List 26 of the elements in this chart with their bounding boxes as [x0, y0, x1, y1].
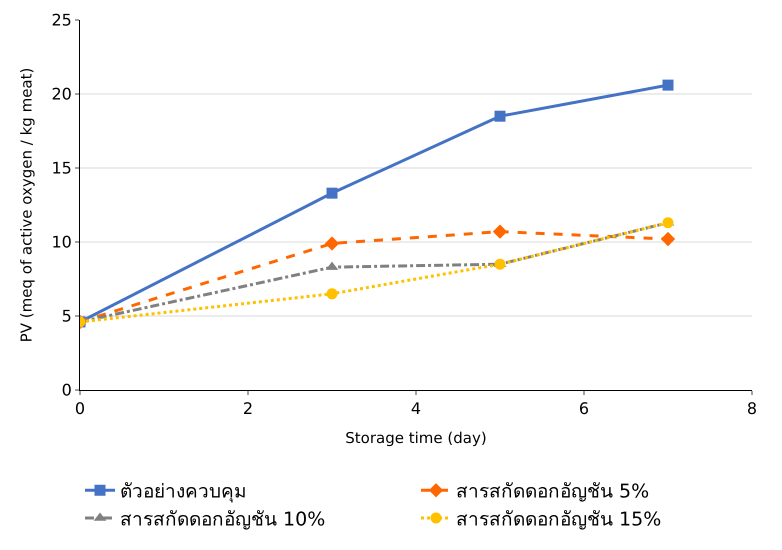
point	[326, 188, 338, 199]
x-tick-label: 4	[410, 399, 422, 418]
y-tick-label: 15	[51, 158, 72, 178]
legend-label: สารสกัดดอกอัญชัน 10%	[120, 508, 326, 530]
y-tick-label: 25	[51, 10, 72, 30]
point	[662, 217, 674, 228]
legend-label: สารสกัดดอกอัญชัน 5%	[456, 480, 650, 503]
point	[494, 110, 506, 122]
y-tick-label: 0	[62, 380, 72, 400]
point	[662, 80, 674, 91]
point	[492, 224, 508, 239]
legend-label: ตัวอย่างควบคุม	[120, 480, 247, 504]
y-tick-label: 20	[51, 84, 72, 104]
x-tick-label: 6	[578, 399, 590, 418]
point	[660, 232, 676, 246]
legend-label: สารสกัดดอกอัญชัน 15%	[456, 508, 662, 530]
x-axis-title: Storage time (day)	[345, 429, 487, 448]
y-tick-label: 5	[62, 306, 72, 326]
point	[494, 258, 506, 270]
point	[326, 288, 338, 300]
point	[324, 236, 340, 251]
x-tick-label: 0	[74, 399, 86, 418]
x-tick-label: 8	[746, 399, 758, 418]
y-tick-label: 10	[51, 232, 72, 252]
y-axis-title: PV (meq of active oxygen / kg meat)	[18, 68, 36, 342]
x-tick-label: 2	[242, 399, 254, 418]
